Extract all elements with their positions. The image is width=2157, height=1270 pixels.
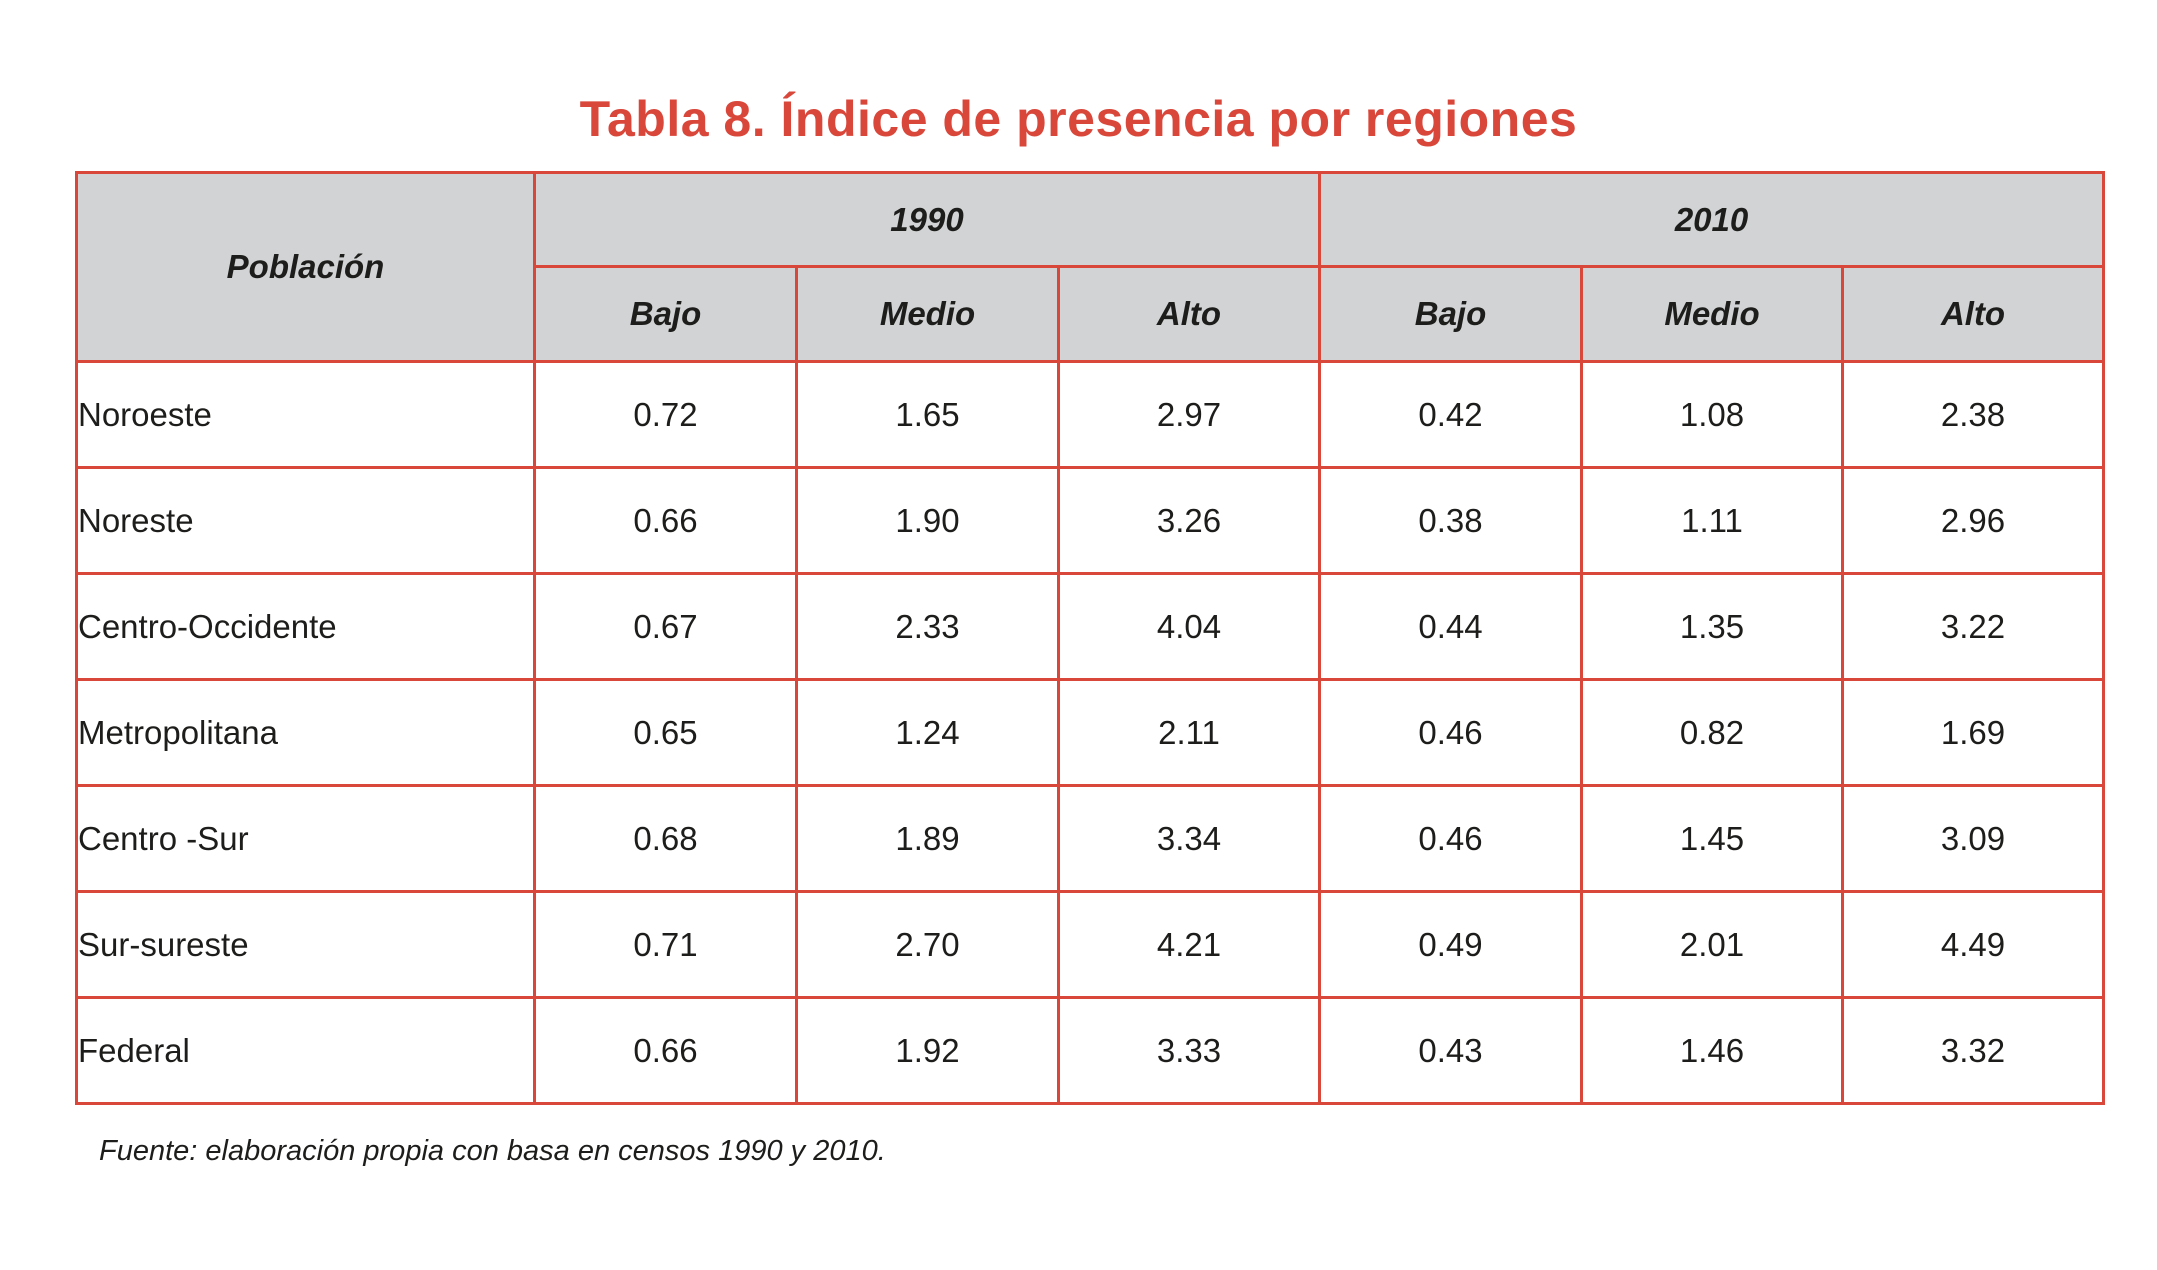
table-cell: 0.82 [1580, 678, 1845, 787]
table-cell: 2.11 [1056, 678, 1322, 787]
table-row: Noreste 0.66 1.90 3.26 0.38 1.11 2.96 [75, 466, 2106, 575]
regions-table: Población 1990 2010 Bajo Medio Alto Bajo… [75, 171, 2106, 1105]
table-cell: 1.24 [795, 678, 1060, 787]
table-cell: 3.34 [1056, 784, 1322, 893]
table-cell: 1.65 [795, 360, 1060, 469]
table-cell: 0.49 [1318, 890, 1584, 999]
table-cell: 1.45 [1580, 784, 1845, 893]
level-header-bajo-1990: Bajo [533, 265, 798, 363]
table-cell: 0.66 [533, 996, 798, 1105]
table-cell: 2.38 [1841, 360, 2106, 469]
table-cell: 0.44 [1318, 572, 1584, 681]
level-header-medio-1990: Medio [795, 265, 1060, 363]
table-cell: 2.01 [1580, 890, 1845, 999]
table-row: Federal 0.66 1.92 3.33 0.43 1.46 3.32 [75, 996, 2106, 1105]
table-cell: 0.38 [1318, 466, 1584, 575]
header-row-levels: Bajo Medio Alto Bajo Medio Alto [77, 265, 2106, 363]
table-cell: 0.65 [533, 678, 798, 787]
table-cell: 4.49 [1841, 890, 2106, 999]
table-title: Tabla 8. Índice de presencia por regione… [579, 91, 1578, 147]
table-cell: 0.71 [533, 890, 798, 999]
region-name: Centro -Sur [75, 784, 536, 893]
region-name: Noreste [75, 466, 536, 575]
table-row: Noroeste 0.72 1.65 2.97 0.42 1.08 2.38 [75, 360, 2106, 469]
table-row: Sur-sureste 0.71 2.70 4.21 0.49 2.01 4.4… [75, 890, 2106, 999]
table-row: Centro-Occidente 0.67 2.33 4.04 0.44 1.3… [75, 572, 2106, 681]
region-name: Federal [75, 996, 536, 1105]
table-cell: 4.04 [1056, 572, 1322, 681]
table-cell: 0.42 [1318, 360, 1584, 469]
table-cell: 0.66 [533, 466, 798, 575]
table-cell: 0.67 [533, 572, 798, 681]
table-cell: 0.46 [1318, 678, 1584, 787]
table-cell: 1.90 [795, 466, 1060, 575]
source-note: Fuente: elaboración propia con basa en c… [99, 1135, 886, 1167]
table-cell: 1.46 [1580, 996, 1845, 1105]
table-cell: 0.46 [1318, 784, 1584, 893]
table-cell: 3.22 [1841, 572, 2106, 681]
table-cell: 1.69 [1841, 678, 2106, 787]
table-cell: 1.89 [795, 784, 1060, 893]
table-cell: 0.68 [533, 784, 798, 893]
table-cell: 1.92 [795, 996, 1060, 1105]
table-cell: 3.32 [1841, 996, 2106, 1105]
table-cell: 2.70 [795, 890, 1060, 999]
region-name: Sur-sureste [75, 890, 536, 999]
level-header-bajo-2010: Bajo [1318, 265, 1584, 363]
table-cell: 3.09 [1841, 784, 2106, 893]
region-name: Metropolitana [75, 678, 536, 787]
table-cell: 1.11 [1580, 466, 1845, 575]
table-cell: 0.72 [533, 360, 798, 469]
table-cell: 2.96 [1841, 466, 2106, 575]
population-header: Población [75, 171, 536, 363]
header-row-years: Población 1990 2010 [75, 171, 2106, 363]
level-header-alto-2010: Alto [1841, 265, 2106, 363]
table-cell: 3.33 [1056, 996, 1322, 1105]
table-cell: 3.26 [1056, 466, 1322, 575]
table-cell: 2.33 [795, 572, 1060, 681]
level-header-medio-2010: Medio [1580, 265, 1845, 363]
table-cell: 1.35 [1580, 572, 1845, 681]
table-row: Centro -Sur 0.68 1.89 3.34 0.46 1.45 3.0… [75, 784, 2106, 893]
year-header-2010: 2010 [1318, 171, 2106, 268]
table-cell: 2.97 [1056, 360, 1322, 469]
table-cell: 0.43 [1318, 996, 1584, 1105]
table-cell: 4.21 [1056, 890, 1322, 999]
level-header-alto-1990: Alto [1056, 265, 1322, 363]
table-cell: 1.08 [1580, 360, 1845, 469]
region-name: Centro-Occidente [75, 572, 536, 681]
year-header-1990: 1990 [532, 171, 1322, 268]
region-name: Noroeste [75, 360, 536, 469]
table-row: Metropolitana 0.65 1.24 2.11 0.46 0.82 1… [75, 678, 2106, 787]
